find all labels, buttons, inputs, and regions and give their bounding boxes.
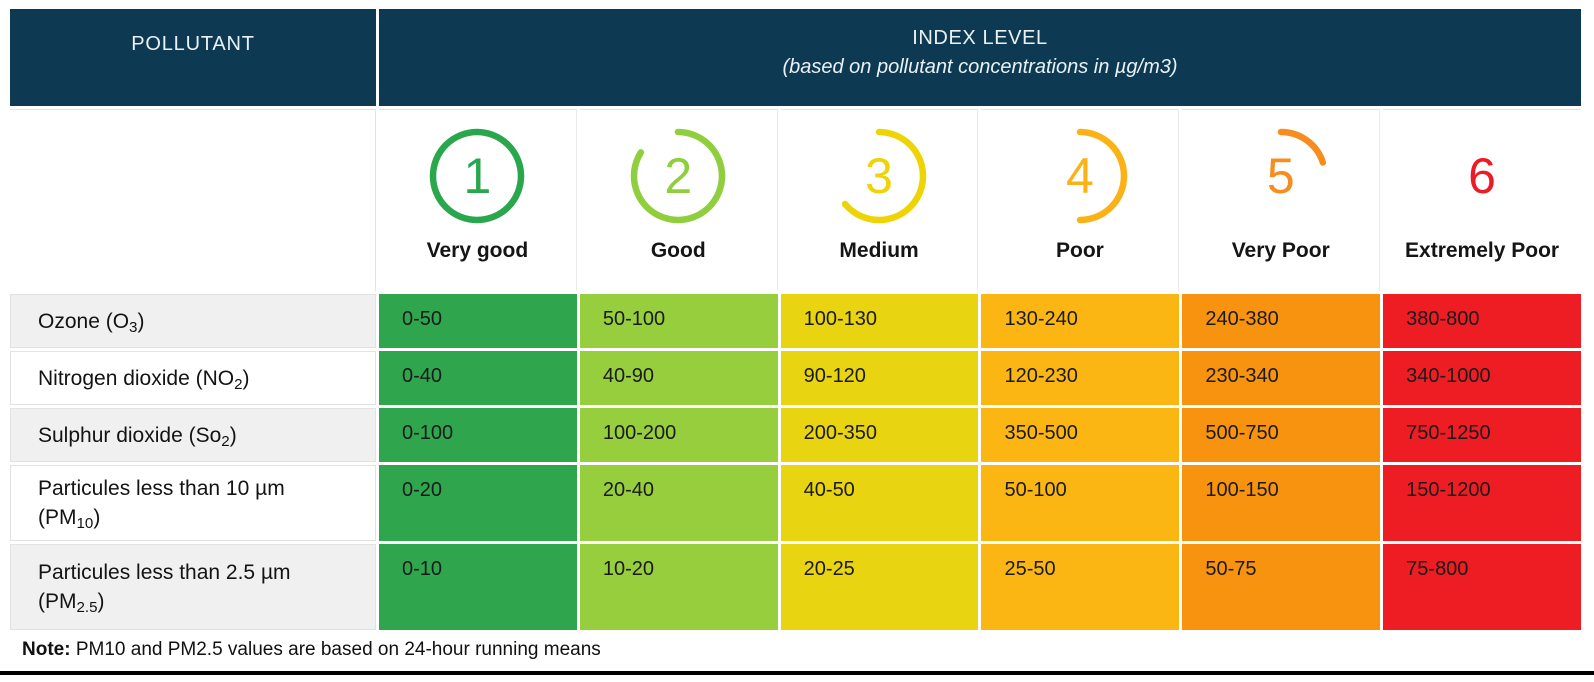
value-cell-0-6: 380-800 [1383, 294, 1581, 348]
pollutant-column-header: POLLUTANT [10, 9, 376, 106]
level-cell-3: 3 Medium [780, 109, 979, 291]
value-cell-3-3: 40-50 [780, 465, 979, 541]
bottom-rule [0, 671, 1594, 675]
pollutant-name: Particules less than 2.5 µm (PM2.5) [10, 544, 376, 630]
level-badge-6: 6 [1430, 124, 1534, 228]
value-cell-0-2: 50-100 [579, 294, 778, 348]
index-table-grid: POLLUTANT INDEX LEVEL (based on pollutan… [10, 9, 1581, 630]
level-badge-2: 2 [626, 124, 730, 228]
level-badge-1: 1 [425, 124, 529, 228]
level-cell-6: 6 Extremely Poor [1383, 109, 1581, 291]
value-cell-1-4: 120-230 [981, 351, 1180, 405]
level-number: 6 [1468, 148, 1496, 204]
footnote: Note: PM10 and PM2.5 values are based on… [22, 639, 1581, 661]
index-level-subtitle: (based on pollutant concentrations in µg… [782, 55, 1178, 78]
level-label: Very Poor [1231, 239, 1330, 262]
level-cell-5: 5 Very Poor [1182, 109, 1381, 291]
value-cell-4-3: 20-25 [780, 544, 979, 630]
level-number: 4 [1066, 148, 1094, 204]
value-cell-0-5: 240-380 [1182, 294, 1381, 348]
level-label: Poor [1055, 239, 1104, 262]
level-cell-2: 2 Good [579, 109, 778, 291]
value-cell-2-3: 200-350 [780, 408, 979, 462]
level-arc-icon [1032, 128, 1128, 224]
value-cell-2-6: 750-1250 [1383, 408, 1581, 462]
value-cell-1-2: 40-90 [579, 351, 778, 405]
level-label: Very good [426, 239, 529, 262]
index-level-header: INDEX LEVEL (based on pollutant concentr… [379, 9, 1581, 106]
value-cell-1-1: 0-40 [379, 351, 577, 405]
level-number: 5 [1266, 148, 1295, 204]
aqi-table: POLLUTANT INDEX LEVEL (based on pollutan… [10, 9, 1581, 661]
level-cell-1: 1 Very good [379, 109, 577, 291]
value-cell-3-1: 0-20 [379, 465, 577, 541]
level-number: 3 [865, 148, 893, 204]
footnote-text: PM10 and PM2.5 values are based on 24-ho… [70, 639, 601, 660]
level-number: 2 [664, 148, 693, 204]
footnote-label: Note: [22, 639, 71, 660]
pollutant-name: Particules less than 10 µm (PM10) [10, 465, 376, 541]
value-cell-2-5: 500-750 [1182, 408, 1381, 462]
value-cell-1-6: 340-1000 [1383, 351, 1581, 405]
value-cell-4-6: 75-800 [1383, 544, 1581, 630]
level-arc-icon [1233, 128, 1328, 224]
level-arc-icon [630, 128, 726, 224]
value-cell-3-4: 50-100 [981, 465, 1180, 541]
value-cell-4-5: 50-75 [1182, 544, 1381, 630]
pollutant-name: Nitrogen dioxide (NO2) [10, 351, 376, 405]
value-cell-0-4: 130-240 [981, 294, 1180, 348]
value-cell-4-1: 0-10 [379, 544, 577, 630]
level-label: Good [650, 239, 706, 262]
pollutant-name: Ozone (O3) [10, 294, 376, 348]
level-row-spacer [10, 109, 376, 291]
level-cell-4: 4 Poor [981, 109, 1180, 291]
value-cell-4-2: 10-20 [579, 544, 778, 630]
value-cell-2-4: 350-500 [981, 408, 1180, 462]
value-cell-4-4: 25-50 [981, 544, 1180, 630]
value-cell-1-5: 230-340 [1182, 351, 1381, 405]
level-arc-icon [430, 128, 525, 224]
index-level-title: INDEX LEVEL [912, 26, 1048, 49]
level-label: Extremely Poor [1405, 239, 1560, 262]
level-label: Medium [839, 239, 919, 262]
value-cell-2-1: 0-100 [379, 408, 577, 462]
level-badge-3: 3 [827, 124, 931, 228]
level-badge-4: 4 [1028, 124, 1132, 228]
value-cell-3-2: 20-40 [579, 465, 778, 541]
value-cell-3-6: 150-1200 [1383, 465, 1581, 541]
value-cell-2-2: 100-200 [579, 408, 778, 462]
level-number: 1 [463, 148, 492, 204]
value-cell-1-3: 90-120 [780, 351, 979, 405]
value-cell-3-5: 100-150 [1182, 465, 1381, 541]
level-badge-5: 5 [1229, 124, 1333, 228]
value-cell-0-1: 0-50 [379, 294, 577, 348]
pollutant-name: Sulphur dioxide (So2) [10, 408, 376, 462]
value-cell-0-3: 100-130 [780, 294, 979, 348]
level-arc-icon [831, 128, 927, 224]
